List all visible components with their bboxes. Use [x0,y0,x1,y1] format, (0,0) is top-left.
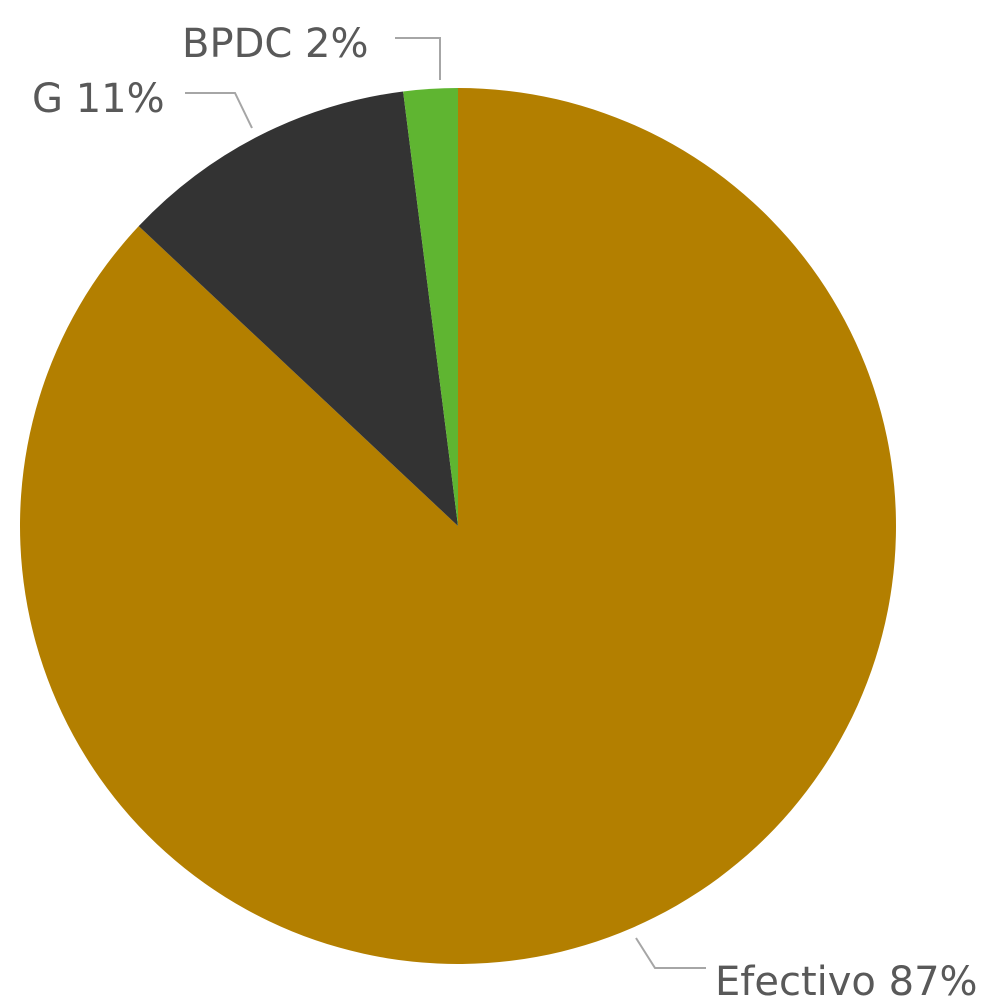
leader-line-g [185,92,253,129]
slice-labels: BPDC 2% G 11% Efectivo 87% [32,21,978,1004]
pie-slice-bpdc [403,88,458,526]
leader-line-efectivo [635,937,706,969]
leader-lines [185,37,706,969]
pie-slices [19,88,896,964]
pie-slice-efectivo [19,88,896,964]
pie-slice-g [138,91,459,526]
data-label-efectivo: Efectivo 87% [715,959,978,1004]
leader-line-bpdc [395,37,441,80]
data-label-bpdc: BPDC 2% [182,21,368,67]
data-label-g: G 11% [32,76,165,122]
